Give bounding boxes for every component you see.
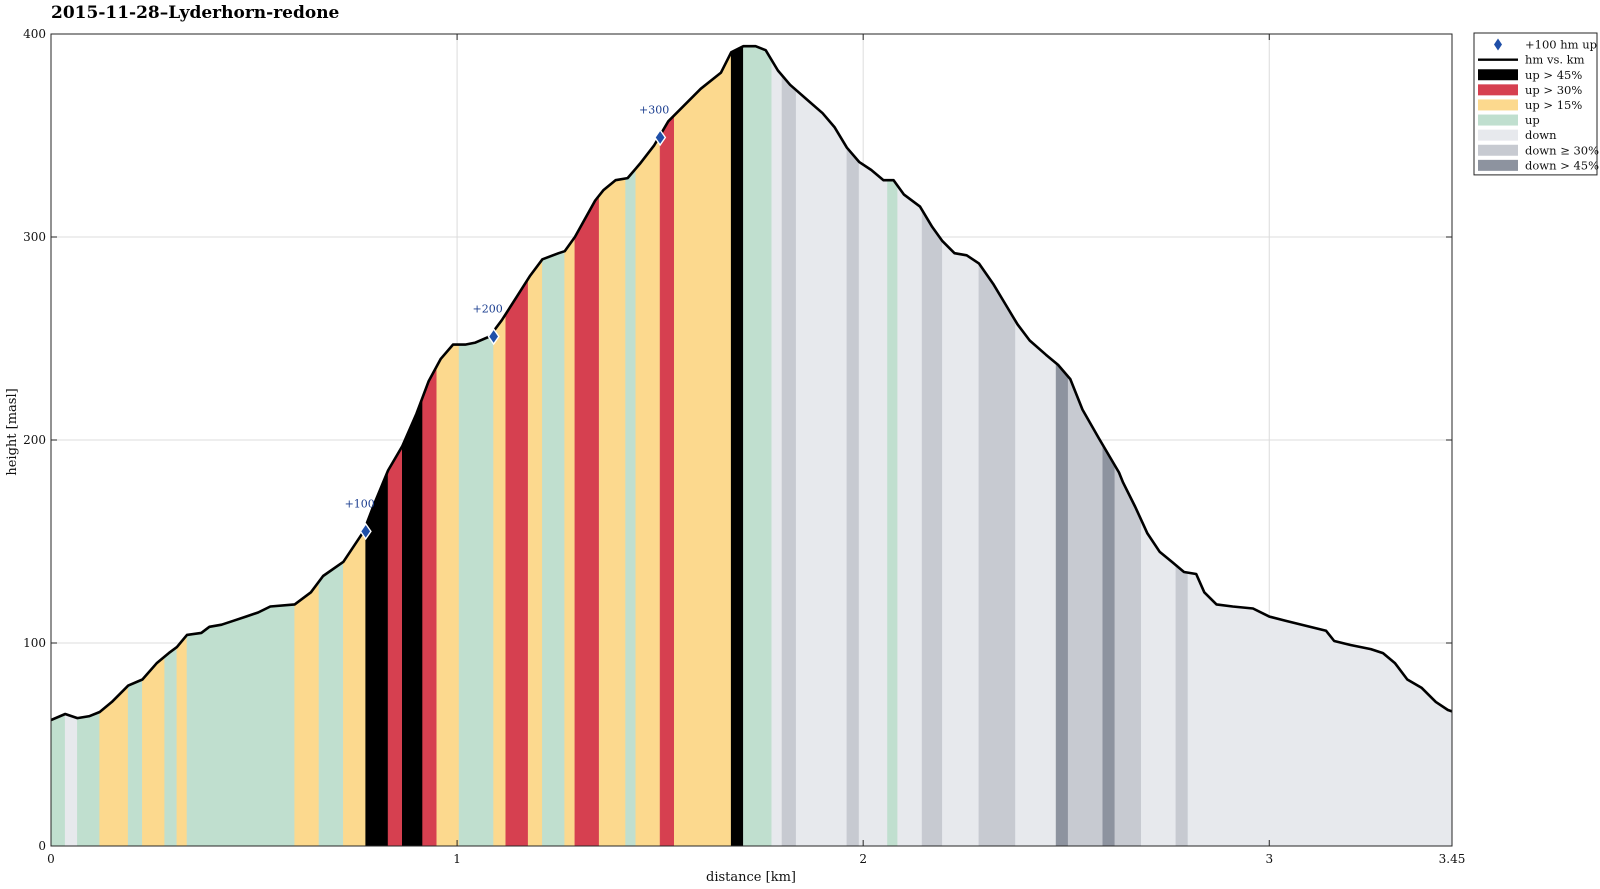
legend-label: up bbox=[1525, 113, 1540, 127]
segment-down30 bbox=[978, 262, 1016, 846]
legend-swatch-diamond bbox=[1494, 38, 1502, 51]
ticks: 0 1 2 3 3.45 0 100 200 300 400 bbox=[23, 27, 1465, 866]
segment-up15 bbox=[294, 580, 320, 846]
segment-up bbox=[887, 179, 899, 846]
legend-swatch bbox=[1478, 69, 1518, 81]
segment-up15 bbox=[436, 344, 460, 846]
segment-down30 bbox=[1114, 464, 1142, 846]
segment-up30 bbox=[422, 366, 438, 846]
segment-up15 bbox=[564, 236, 576, 846]
segment-up bbox=[625, 167, 637, 846]
segment-down bbox=[1187, 572, 1452, 846]
segment-up45 bbox=[365, 470, 389, 846]
segment-down bbox=[795, 89, 848, 846]
legend-label: up > 15% bbox=[1525, 98, 1582, 112]
segment-down bbox=[942, 240, 980, 846]
x-tick-label: 3 bbox=[1265, 852, 1273, 866]
segment-down bbox=[897, 184, 923, 846]
segment-down30 bbox=[1067, 375, 1104, 846]
segment-down30 bbox=[781, 74, 797, 846]
segments bbox=[51, 45, 1472, 846]
segment-up bbox=[318, 561, 344, 846]
segment-up45 bbox=[730, 45, 744, 846]
segment-down30 bbox=[921, 208, 943, 846]
segment-up45 bbox=[401, 397, 423, 846]
x-tick-label: 1 bbox=[453, 852, 461, 866]
legend-label: up > 45% bbox=[1525, 68, 1582, 82]
y-axis-label: height [masl] bbox=[5, 388, 20, 475]
legend-swatch bbox=[1478, 129, 1518, 141]
legend-label: down ≥ 30% bbox=[1525, 143, 1599, 157]
segment-down bbox=[771, 59, 783, 846]
segment-up30 bbox=[574, 194, 600, 846]
y-tick-label: 0 bbox=[38, 839, 46, 853]
segment-up bbox=[77, 711, 100, 846]
profile-line bbox=[51, 44, 1452, 722]
milestone-marker bbox=[654, 128, 667, 147]
segment-down bbox=[858, 161, 888, 846]
segment-up bbox=[164, 646, 178, 846]
segment-down45 bbox=[1102, 443, 1116, 846]
legend-label: up > 30% bbox=[1525, 83, 1582, 97]
segment-up bbox=[1451, 710, 1452, 846]
segment-up30 bbox=[387, 444, 403, 846]
segment-up15 bbox=[343, 525, 367, 846]
x-axis-label: distance [km] bbox=[706, 870, 796, 885]
segment-down30 bbox=[1175, 564, 1189, 846]
segment-up30 bbox=[505, 277, 529, 846]
segment-up15 bbox=[598, 178, 626, 846]
segment-up15 bbox=[527, 258, 543, 846]
segment-up bbox=[51, 713, 66, 846]
legend-swatch bbox=[1478, 84, 1518, 96]
y-tick-label: 300 bbox=[23, 230, 46, 244]
segment-down bbox=[1462, 715, 1472, 846]
milestone-marker bbox=[359, 522, 372, 541]
plot-area: 0 1 2 3 3.45 0 100 200 300 400 +100 +200 +300 bbox=[23, 27, 1472, 866]
legend-label: hm vs. km bbox=[1525, 53, 1585, 67]
segment-down bbox=[64, 713, 78, 846]
segment-up15 bbox=[673, 52, 732, 846]
segment-down bbox=[1015, 319, 1057, 846]
legend-swatch bbox=[1478, 99, 1518, 111]
legend-label: down bbox=[1525, 128, 1557, 142]
milestone-label: +300 bbox=[639, 104, 669, 117]
milestone-label: +100 bbox=[345, 497, 375, 510]
legend-label: down > 45% bbox=[1525, 158, 1599, 172]
segment-up15 bbox=[142, 655, 165, 846]
x-tick-label: 0 bbox=[47, 852, 55, 866]
milestone-markers: +100 +200 +300 bbox=[345, 104, 669, 541]
y-tick-label: 100 bbox=[23, 636, 46, 650]
legend-label: +100 hm up bbox=[1525, 38, 1597, 52]
segment-up15 bbox=[176, 634, 188, 846]
legend-swatch bbox=[1478, 159, 1518, 171]
segment-down bbox=[1141, 520, 1177, 846]
segment-up15 bbox=[493, 312, 507, 846]
milestone-label: +200 bbox=[473, 302, 503, 315]
segment-down45 bbox=[1055, 362, 1069, 846]
segment-up bbox=[127, 679, 143, 846]
segment-up bbox=[743, 45, 773, 846]
x-tick-label: 2 bbox=[859, 852, 867, 866]
legend-swatch bbox=[1478, 144, 1518, 156]
segment-up30 bbox=[659, 114, 675, 846]
segment-up bbox=[186, 604, 296, 846]
y-tick-label: 400 bbox=[23, 27, 46, 41]
x-tick-label: 3.45 bbox=[1439, 852, 1466, 866]
milestone-marker bbox=[487, 327, 500, 346]
segment-up15 bbox=[635, 134, 661, 846]
segment-down30 bbox=[846, 146, 860, 846]
y-tick-label: 200 bbox=[23, 433, 46, 447]
legend-swatch bbox=[1478, 114, 1518, 126]
chart-title: 2015-11-28–Lyderhorn-redone bbox=[51, 3, 340, 23]
segment-up bbox=[542, 250, 566, 846]
segment-up bbox=[458, 330, 494, 846]
